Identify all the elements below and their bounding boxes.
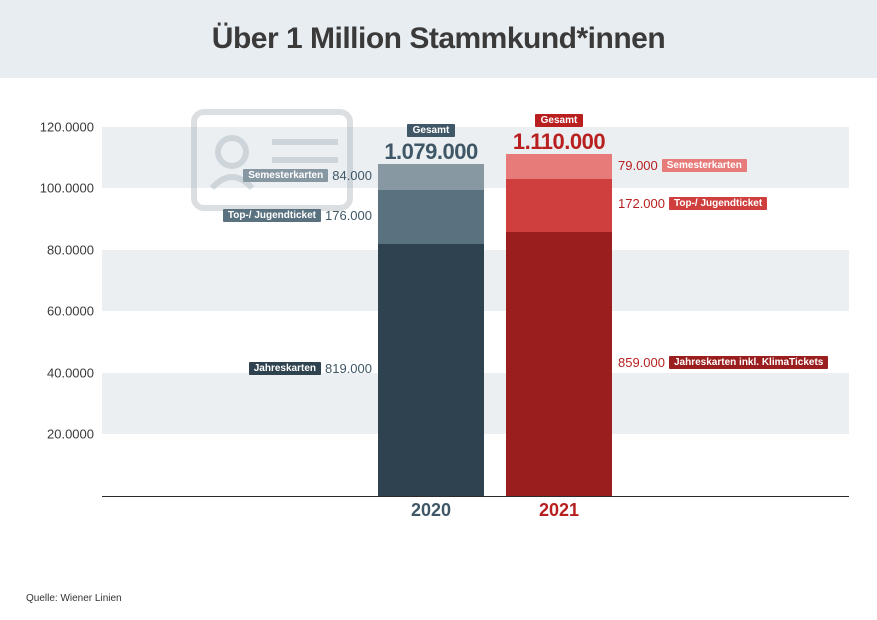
id-card-icon [188,102,356,216]
segment-label: Top-/ Jugendticket 176.000 [223,208,372,223]
y-tick-label: 20.0000 [24,427,94,442]
total-value: 1.110.000 [513,129,605,154]
bar-segment [378,244,484,496]
stacked-bar [506,154,612,496]
y-tick-label: 120.0000 [24,119,94,134]
total-value: 1.079.000 [384,139,477,164]
x-axis-label: 2021 [506,500,612,521]
y-tick-label: 60.0000 [24,304,94,319]
segment-value: 176.000 [325,208,372,223]
segment-name-pill: Top-/ Jugendticket [669,197,767,210]
segment-label: 859.000 Jahreskarten inkl. KlimaTickets [618,355,828,370]
x-axis-label: 2020 [378,500,484,521]
total-label: Gesamt 1.110.000 [494,110,624,155]
header-band: Über 1 Million Stammkund*innen [0,0,877,78]
y-tick-label: 80.0000 [24,242,94,257]
chart-area: 20.0000 40.0000 60.0000 80.0000 100.0000 120.… [26,96,849,526]
bar-segment [506,179,612,232]
segment-label: Semesterkarten 84.000 [243,168,372,183]
segment-label: Jahreskarten 819.000 [249,361,372,376]
total-pill: Gesamt [407,124,456,137]
bar-segment [506,232,612,496]
segment-name-pill: Top-/ Jugendticket [223,209,321,222]
total-label: Gesamt 1.079.000 [366,120,496,165]
stacked-bar [378,164,484,496]
page-title: Über 1 Million Stammkund*innen [212,22,665,56]
y-tick-label: 100.0000 [24,181,94,196]
segment-name-pill: Semesterkarten [243,169,328,182]
x-axis-line [102,496,849,497]
segment-value: 79.000 [618,158,658,173]
bar-segment [378,190,484,244]
segment-value: 172.000 [618,196,665,211]
bar-segment [506,154,612,178]
segment-value: 819.000 [325,361,372,376]
segment-value: 84.000 [332,168,372,183]
segment-value: 859.000 [618,355,665,370]
bar-segment [378,164,484,190]
segment-name-pill: Jahreskarten inkl. KlimaTickets [669,356,828,369]
segment-label: 172.000 Top-/ Jugendticket [618,196,767,211]
total-pill: Gesamt [535,114,584,127]
segment-name-pill: Semesterkarten [662,159,747,172]
y-tick-label: 40.0000 [24,365,94,380]
segment-label: 79.000 Semesterkarten [618,158,747,173]
source-line: Quelle: Wiener Linien [26,593,122,604]
chart-plot: 20.000040.000060.000080.0000100.0000120.… [102,96,849,496]
segment-name-pill: Jahreskarten [249,362,321,375]
